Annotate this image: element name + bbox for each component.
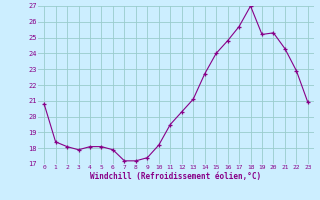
X-axis label: Windchill (Refroidissement éolien,°C): Windchill (Refroidissement éolien,°C)	[91, 172, 261, 181]
